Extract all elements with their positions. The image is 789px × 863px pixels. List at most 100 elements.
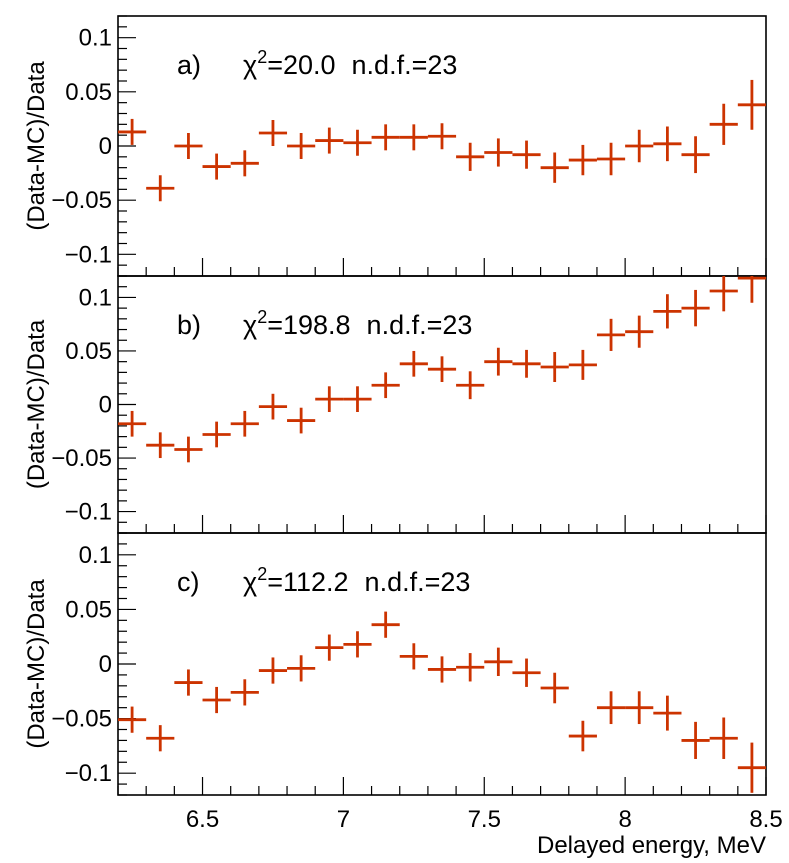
data-point (681, 289, 710, 327)
data-point (709, 276, 738, 312)
data-point (709, 717, 738, 759)
data-point (737, 276, 766, 303)
y-tick-label: 0.05 (65, 79, 112, 106)
y-tick-label: 0 (99, 133, 112, 160)
data-point (174, 133, 203, 159)
data-point (399, 124, 428, 151)
panel-b: −0.1 −0.05 0 0.05 0.1 (Data-MC)/Data b) χ2=198.… (23, 275, 767, 534)
y-tick-label: −0.05 (51, 187, 112, 214)
data-point (484, 347, 513, 376)
x-axis-title: Delayed energy, MeV (537, 832, 766, 859)
data-point (512, 349, 541, 378)
data-point (427, 656, 457, 683)
data-points (118, 79, 766, 202)
data-point (343, 386, 372, 412)
data-point (625, 315, 654, 348)
y-tick-label: 0 (99, 651, 112, 678)
ndf-annotation: n.d.f.=23 (365, 567, 471, 597)
data-point (737, 742, 766, 793)
data-point (737, 79, 766, 130)
y-tick-label: −0.1 (65, 241, 112, 268)
x-tick-label: 6.5 (186, 806, 219, 833)
data-point (596, 691, 626, 725)
panel-label: b) (177, 310, 201, 340)
data-point (343, 129, 372, 156)
data-point (146, 725, 175, 752)
data-point (287, 133, 316, 159)
data-point (456, 142, 485, 171)
data-point (315, 386, 344, 412)
y-tick-label: 0.05 (65, 596, 112, 623)
data-point (596, 142, 626, 176)
data-point (146, 175, 175, 202)
y-tick-label: −0.05 (51, 445, 112, 472)
data-point (596, 318, 626, 351)
y-tick-label: −0.1 (65, 499, 112, 526)
y-axis-title: (Data-MC)/Data (23, 61, 50, 231)
data-point (118, 706, 147, 733)
panel-label: c) (177, 567, 200, 597)
data-point (315, 127, 344, 154)
y-axis-title: (Data-MC)/Data (23, 579, 50, 749)
data-point (202, 421, 231, 448)
x-tick-label: 7 (337, 806, 350, 833)
x-tick-label: 7.5 (468, 806, 501, 833)
data-point (456, 371, 485, 400)
data-point (625, 129, 654, 163)
data-point (258, 657, 288, 684)
data-point (681, 721, 710, 759)
panel-label: a) (177, 50, 201, 80)
y-tick-label: 0.1 (79, 25, 112, 52)
data-point (681, 136, 710, 174)
data-point (484, 138, 513, 167)
data-point (258, 120, 288, 146)
data-point (230, 679, 259, 706)
data-point (540, 152, 569, 183)
y-tick-label: 0 (99, 392, 112, 419)
data-point (287, 655, 316, 682)
data-point (230, 410, 259, 437)
data-point (118, 410, 147, 437)
data-point (540, 672, 569, 704)
data-point (625, 691, 654, 725)
data-points (118, 611, 766, 793)
data-point (118, 118, 147, 145)
y-tick-label: −0.05 (51, 706, 112, 733)
data-point (653, 695, 682, 731)
data-point (371, 372, 400, 399)
x-tick-label: 8.5 (749, 806, 782, 833)
data-point (512, 140, 541, 169)
data-point (568, 349, 597, 380)
data-point (653, 126, 682, 162)
data-points (118, 276, 766, 463)
chi2-annotation: χ2=198.8 (243, 307, 351, 340)
data-point (287, 407, 316, 434)
data-point (568, 144, 597, 176)
y-tick-label: −0.1 (65, 760, 112, 787)
data-point (653, 294, 682, 329)
data-point (202, 153, 231, 180)
y-tick-label: 0.1 (79, 542, 112, 569)
data-point (709, 103, 738, 145)
data-point (371, 124, 400, 151)
data-point (202, 686, 231, 714)
data-point (174, 669, 203, 696)
data-point (512, 658, 541, 687)
data-point (456, 653, 485, 682)
data-point (399, 350, 428, 377)
data-point (427, 123, 457, 150)
panel-c: −0.1 −0.05 0 0.05 0.1 (Data-MC)/Data c) χ2=112.… (23, 532, 767, 796)
chi2-annotation: χ2=20.0 (243, 47, 336, 80)
data-point (568, 720, 597, 752)
chi2-annotation: χ2=112.2 (243, 564, 349, 597)
data-point (484, 647, 513, 677)
y-tick-label: 0.05 (65, 338, 112, 365)
data-point (371, 611, 400, 638)
data-point (540, 352, 569, 383)
ndf-annotation: n.d.f.=23 (352, 50, 458, 80)
data-point (399, 643, 428, 670)
y-axis-title: (Data-MC)/Data (23, 319, 50, 489)
data-point (230, 150, 259, 177)
data-point (174, 436, 203, 463)
